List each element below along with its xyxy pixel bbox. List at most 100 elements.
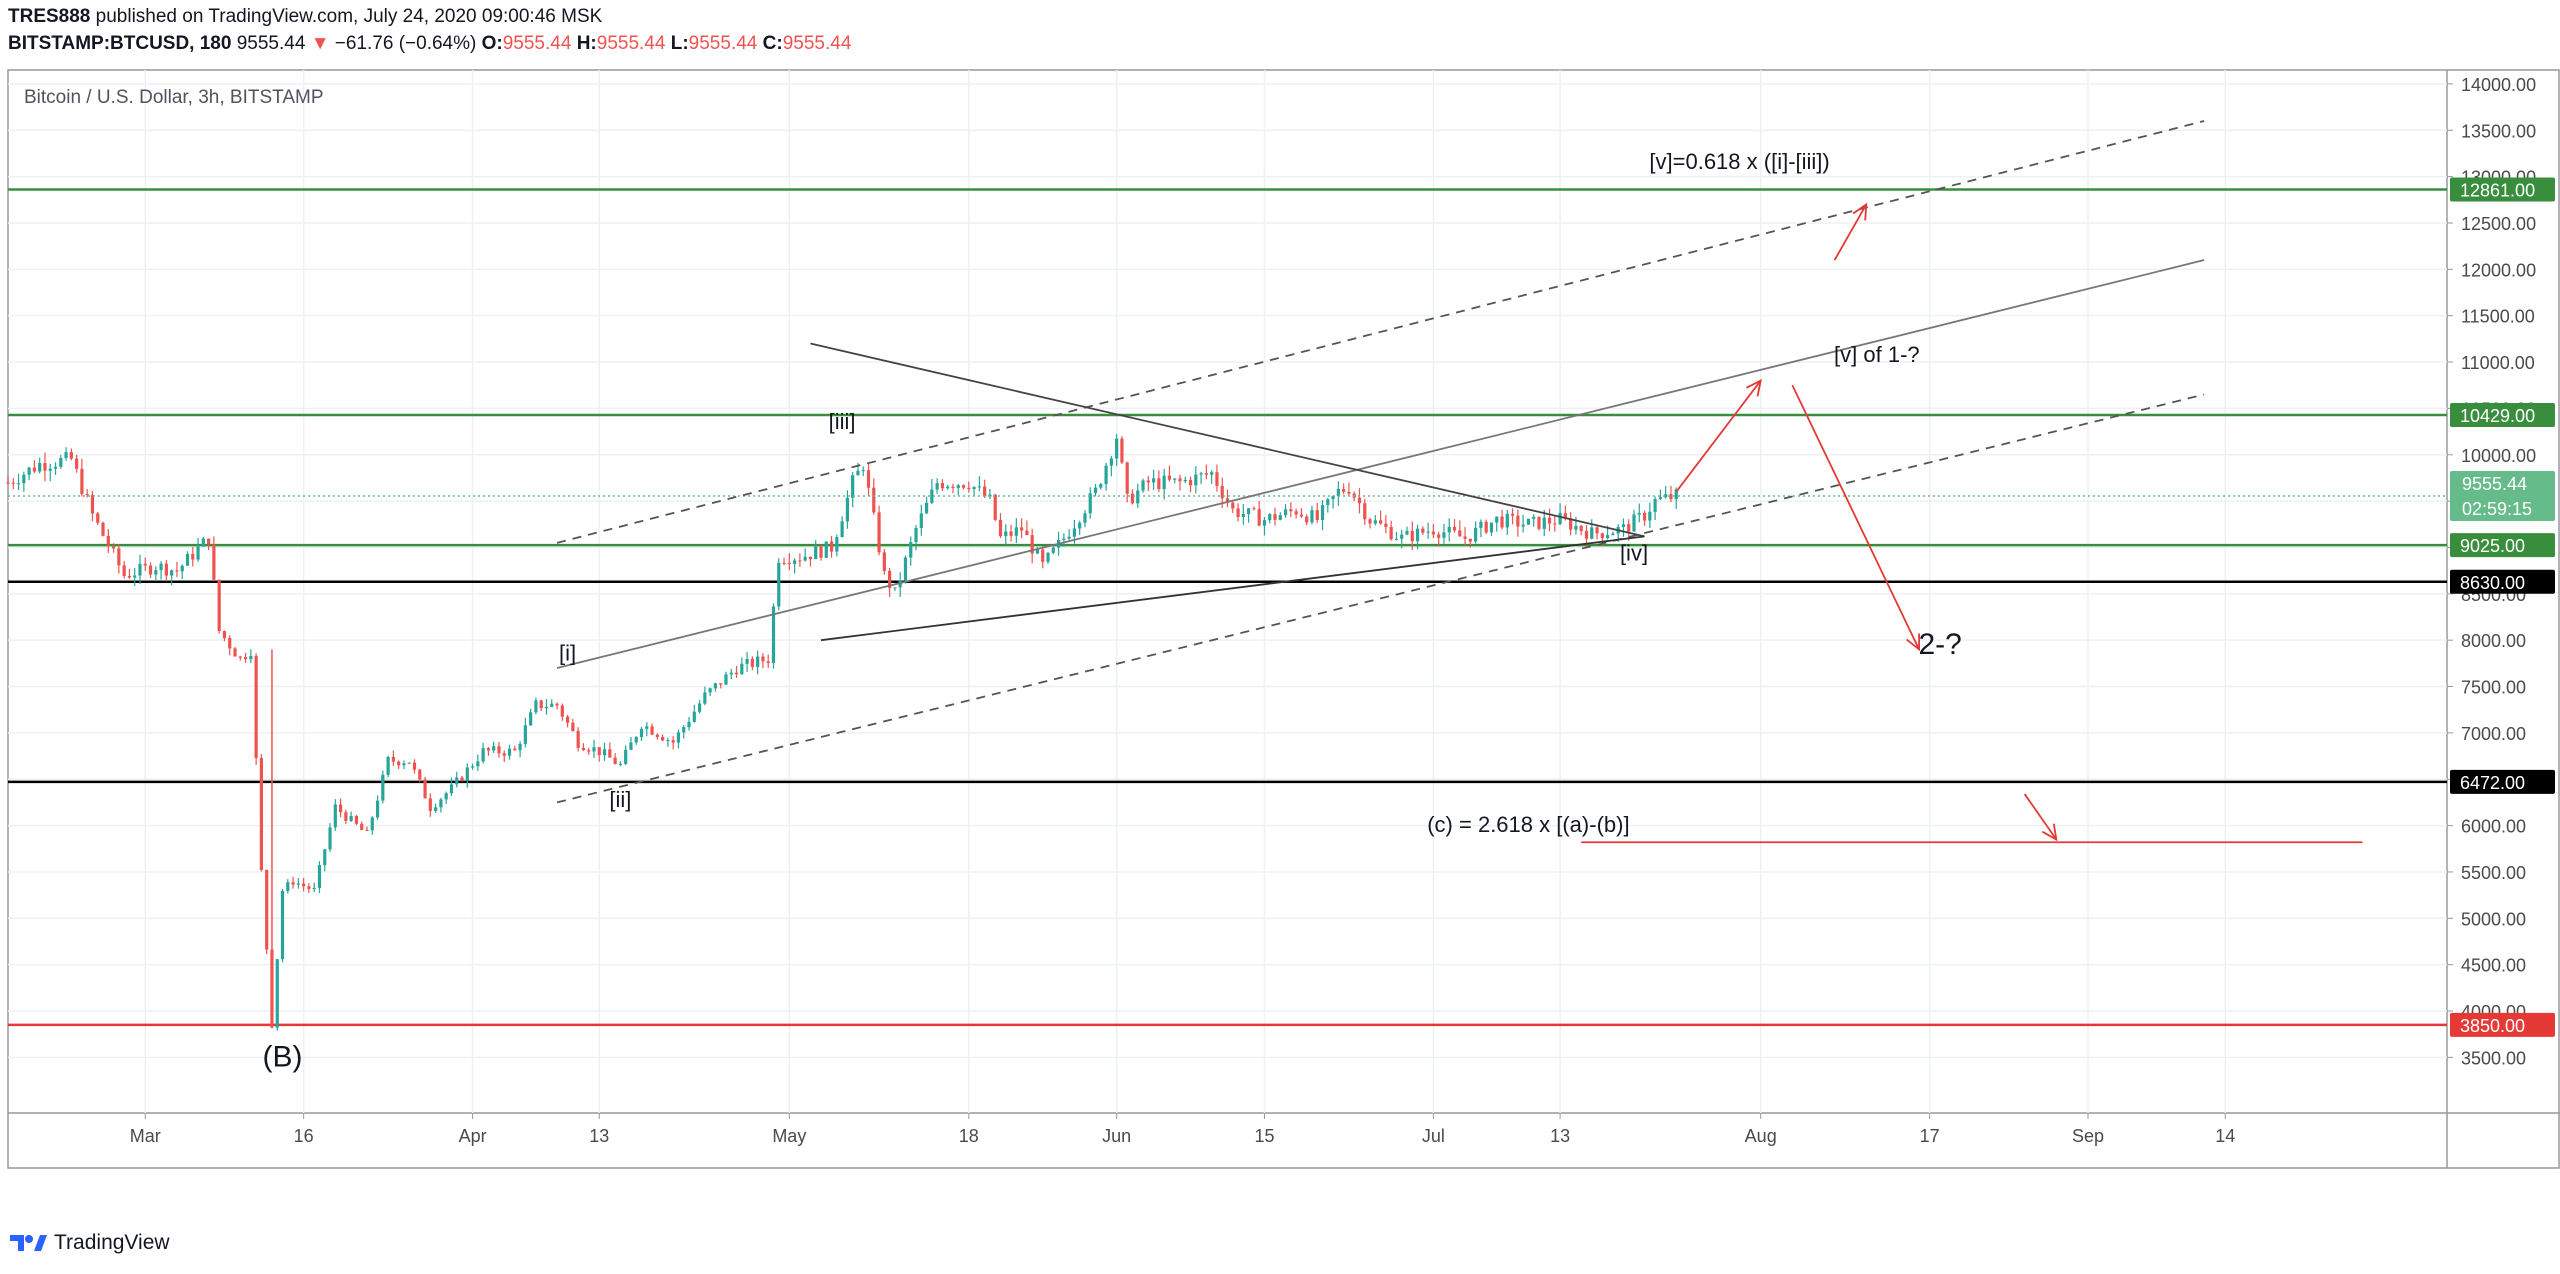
projection-down-arrow-head bbox=[1906, 633, 1921, 652]
candle-body bbox=[1146, 480, 1150, 483]
candle-body bbox=[1183, 479, 1187, 482]
candle-body bbox=[1500, 516, 1504, 528]
candle-body bbox=[323, 849, 327, 866]
candle-body bbox=[1051, 547, 1055, 553]
candle-body bbox=[539, 700, 543, 709]
candle-body bbox=[1600, 533, 1604, 539]
channel-mid-line[interactable] bbox=[556, 259, 2205, 669]
level-price-tag[interactable] bbox=[2450, 769, 2555, 794]
level-price-label: 12861.00 bbox=[2460, 181, 2535, 201]
candle-body bbox=[1315, 510, 1319, 521]
candle-body bbox=[1093, 487, 1098, 494]
candle-body bbox=[43, 463, 47, 471]
target-down-arrow[interactable] bbox=[2023, 793, 2058, 841]
candle-body bbox=[154, 570, 158, 575]
level-price-tag[interactable] bbox=[2450, 569, 2555, 594]
candle-body bbox=[1569, 518, 1573, 530]
x-tick-label: Aug bbox=[1745, 1126, 1777, 1146]
candle-body bbox=[1141, 480, 1145, 491]
triangle-upper-line[interactable] bbox=[810, 342, 1645, 538]
x-tick-label: Jul bbox=[1422, 1126, 1445, 1146]
candle-body bbox=[1621, 524, 1626, 527]
level-price-tag[interactable] bbox=[2450, 1012, 2555, 1037]
candle-body bbox=[909, 542, 913, 558]
triangle-lower-line[interactable] bbox=[820, 535, 1645, 642]
level-price-tag[interactable] bbox=[2450, 177, 2555, 202]
y-tick-label: 7500.00 bbox=[2461, 678, 2526, 698]
candle-body bbox=[291, 882, 295, 885]
candle-body bbox=[782, 562, 786, 564]
y-tick-label: 4500.00 bbox=[2461, 956, 2526, 976]
candle-body bbox=[228, 638, 232, 649]
candle-body bbox=[1489, 522, 1494, 533]
candle-body bbox=[518, 743, 522, 751]
candle-body bbox=[1151, 478, 1156, 483]
candle-body bbox=[903, 557, 908, 581]
candle-body bbox=[159, 563, 163, 571]
x-tick-label: 14 bbox=[2215, 1126, 2235, 1146]
channel-upper-line[interactable] bbox=[556, 120, 2205, 544]
candle-body bbox=[80, 468, 84, 494]
level-price-tag[interactable] bbox=[2450, 402, 2555, 427]
candle-body bbox=[592, 747, 596, 752]
symbol-name: BITSTAMP:BTCUSD, 180 bbox=[8, 33, 232, 54]
candle-body bbox=[185, 553, 190, 566]
candle-body bbox=[650, 726, 654, 735]
candle-body bbox=[412, 762, 417, 770]
target-up-arrow-head bbox=[1852, 202, 1868, 221]
channel-lower-line[interactable] bbox=[556, 393, 2205, 804]
candle-body bbox=[587, 750, 591, 752]
candle-body bbox=[750, 658, 754, 667]
candle-body bbox=[1642, 512, 1647, 521]
candle-body bbox=[608, 749, 612, 758]
candle-body bbox=[888, 570, 892, 589]
candle-body bbox=[1252, 508, 1256, 510]
projection-down-arrow[interactable] bbox=[1791, 384, 1920, 650]
candle-body bbox=[977, 486, 981, 488]
candle-body bbox=[27, 467, 31, 475]
candle-body bbox=[624, 749, 628, 764]
candle-body bbox=[1632, 514, 1636, 532]
candle-body bbox=[16, 483, 21, 485]
level-price-tag[interactable] bbox=[2450, 533, 2555, 558]
candle-body bbox=[1130, 493, 1135, 504]
candle-body bbox=[1431, 531, 1435, 535]
x-tick-label: May bbox=[772, 1126, 806, 1146]
candle-body bbox=[275, 959, 279, 1028]
last-price-tag[interactable] bbox=[2450, 470, 2555, 521]
wave-annotation: [iii] bbox=[829, 409, 856, 434]
candle-body bbox=[719, 683, 723, 685]
projection-up-arrow[interactable] bbox=[1675, 380, 1762, 493]
candle-body bbox=[1320, 505, 1325, 521]
candle-body bbox=[1389, 526, 1393, 540]
candle-body bbox=[835, 537, 839, 552]
candle-body bbox=[1627, 524, 1631, 532]
candle-body bbox=[465, 767, 469, 781]
candle-body bbox=[1558, 513, 1562, 525]
candle-body bbox=[233, 648, 237, 657]
candle-body bbox=[771, 606, 776, 664]
candle-body bbox=[1009, 531, 1013, 536]
candle-body bbox=[1078, 522, 1082, 529]
candle-body bbox=[1067, 536, 1071, 539]
candle-body bbox=[1421, 528, 1425, 533]
candle-body bbox=[1405, 530, 1409, 535]
candle-body bbox=[296, 883, 300, 885]
candle-body bbox=[407, 762, 411, 764]
candle-body bbox=[317, 865, 322, 888]
candle-body bbox=[1648, 511, 1652, 521]
price-chart[interactable]: 3500.004000.004500.005000.005500.006000.… bbox=[0, 0, 2560, 1225]
target-up-arrow[interactable] bbox=[1833, 203, 1868, 261]
tradingview-footer[interactable]: TradingView bbox=[8, 1231, 170, 1255]
candle-body bbox=[1014, 527, 1018, 536]
last-price: 9555.44 bbox=[236, 33, 306, 54]
candle-body bbox=[32, 467, 36, 472]
candle-body bbox=[1606, 535, 1610, 539]
candle-body bbox=[1104, 465, 1108, 485]
candle-body bbox=[661, 737, 665, 741]
y-tick-label: 14000.00 bbox=[2461, 75, 2536, 95]
candle-body bbox=[1157, 478, 1161, 490]
candle-body bbox=[866, 470, 871, 488]
candle-body bbox=[1194, 474, 1198, 486]
y-tick-label: 6000.00 bbox=[2461, 817, 2526, 837]
